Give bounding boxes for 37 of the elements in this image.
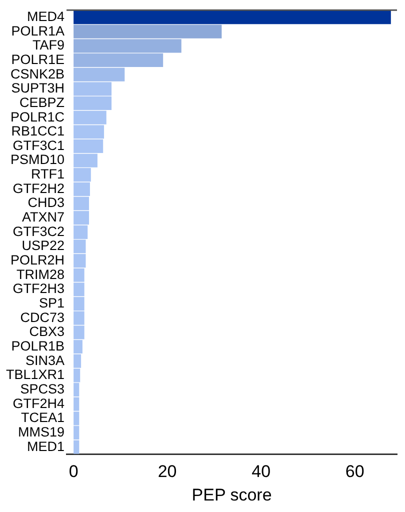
y-tick-label: CSNK2B bbox=[10, 66, 65, 82]
y-tick-label: SP1 bbox=[38, 296, 65, 310]
x-tick-label: 60 bbox=[345, 462, 364, 482]
y-tick-label: TRIM28 bbox=[16, 266, 65, 282]
y-tick-label: POLR2H bbox=[10, 252, 65, 268]
y-tick-label: PSMD10 bbox=[10, 152, 65, 168]
y-tick-label: CDC73 bbox=[20, 310, 65, 325]
y-tick-label: SUPT3H bbox=[11, 80, 65, 96]
bar bbox=[74, 10, 391, 24]
y-tick-label: SPCS3 bbox=[20, 381, 65, 396]
y-tick-label: GTF3C1 bbox=[12, 138, 65, 153]
y-tick-label: POLR1A bbox=[11, 23, 65, 38]
y-tick-label: CBX3 bbox=[29, 324, 65, 340]
y-tick-label: GTF2H3 bbox=[12, 281, 65, 296]
x-tick-label: 20 bbox=[158, 462, 177, 482]
y-tick-label: CEBPZ bbox=[20, 94, 65, 110]
y-tick-label: CHD3 bbox=[28, 195, 65, 210]
y-tick-label: RTF1 bbox=[31, 166, 65, 182]
y-tick-label: TCEA1 bbox=[21, 410, 65, 426]
y-tick-label: TAF9 bbox=[32, 38, 65, 53]
y-tick-label: MMS19 bbox=[18, 424, 65, 440]
y-tick-label: USP22 bbox=[22, 238, 65, 254]
y-tick-label: ATXN7 bbox=[22, 210, 65, 225]
x-tick-label: 0 bbox=[68, 462, 78, 482]
y-tick-label: GTF2H4 bbox=[12, 396, 66, 411]
x-tick-label: 40 bbox=[252, 462, 271, 482]
y-tick-label: POLR1C bbox=[10, 109, 65, 124]
x-axis-title: PEP score bbox=[192, 485, 272, 504]
y-tick-label: SIN3A bbox=[25, 352, 65, 368]
y-tick-label: MED1 bbox=[27, 438, 65, 454]
y-tick-label: RB1CC1 bbox=[11, 124, 65, 139]
y-tick-label: TBL1XR1 bbox=[6, 367, 65, 382]
y-tick-label: GTF2H2 bbox=[12, 180, 65, 196]
y-tick-label: POLR1B bbox=[11, 338, 65, 354]
y-tick-label: MED4 bbox=[27, 8, 66, 24]
y-tick-label: GTF3C2 bbox=[12, 224, 65, 239]
y-tick-label: POLR1E bbox=[11, 52, 65, 67]
